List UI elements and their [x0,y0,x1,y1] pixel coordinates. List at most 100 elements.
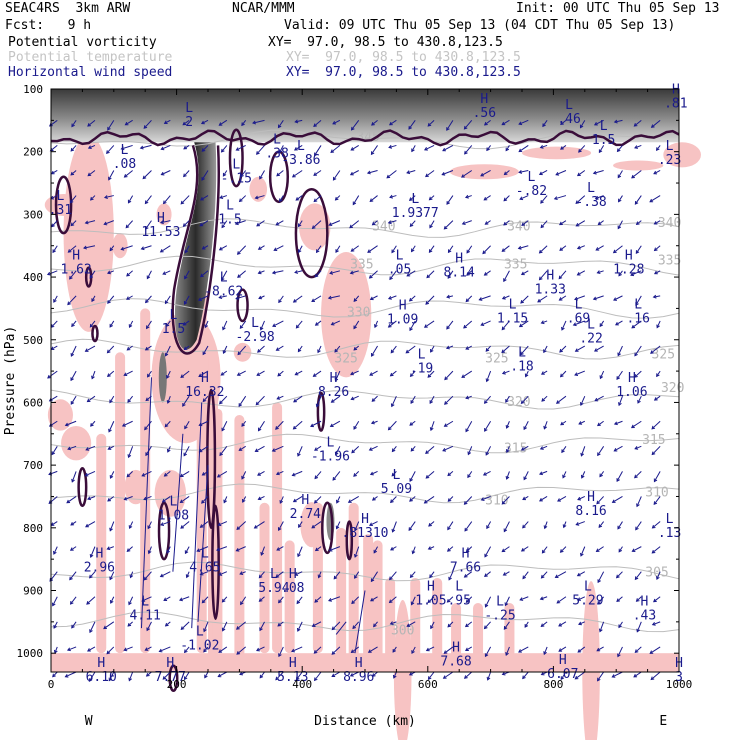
wind-vector [160,220,171,224]
wind-vector-head [258,598,263,602]
wind-vector-head [277,372,282,377]
wind-vector-head [109,599,114,604]
wind-vector [388,320,397,328]
wind-vector [129,320,134,328]
wind-vector [126,546,133,552]
wind-vector-head [649,650,654,654]
wind-vector-head [260,551,265,556]
wind-vector-head [594,397,599,402]
wind-vector-head [126,272,130,277]
wind-shade-column [115,352,126,654]
wind-vector-head [371,353,375,357]
wind-vector-head [519,196,524,201]
extremum-type: H [97,656,105,671]
wind-vector [562,471,567,478]
wind-vector-head [332,176,337,181]
wind-vector-head [616,478,620,483]
wind-vector-head [391,249,395,254]
wind-vector-head [147,525,151,530]
wind-vector [518,119,529,125]
wind-vector-head [597,677,601,682]
extremum-type: H [399,299,407,314]
wind-vector [312,220,322,229]
wind-vector [184,270,190,279]
wind-vector [409,320,416,331]
wind-vector [51,220,58,227]
wind-vector [484,119,491,126]
wind-vector [425,445,435,454]
wind-vector [47,370,58,379]
wind-vector [313,119,322,127]
wind-vector [574,370,585,376]
wind-vector-head [144,346,149,351]
wind-vector-head [520,447,525,451]
wind-vector [180,521,190,529]
wind-vector [651,546,661,554]
extremum-type: L [587,317,595,332]
wind-vector-head [91,375,95,380]
wind-vector-head [635,221,640,225]
wind-vector [637,395,642,404]
wind-vector [70,370,77,381]
wind-vector [200,571,209,575]
wind-vector-head [278,149,283,154]
wind-vector-head [276,396,281,400]
wind-vector [161,144,171,150]
wind-vector-head [235,626,240,630]
wind-shade-blob [522,146,592,160]
wind-vector [310,420,322,427]
wind-vector-head [350,649,355,654]
wind-vector-head [539,144,544,149]
wind-vector [276,170,284,177]
wind-vector-head [633,673,638,678]
wind-vector-head [486,525,490,530]
wind-vector-head [294,119,299,124]
wind-vector-head [273,247,278,252]
wind-vector [236,546,246,552]
wind-vector [53,546,58,555]
wind-vector-head [613,297,617,301]
wind-vector-head [612,249,617,254]
wind-vector-head [636,503,640,508]
wind-vector-head [50,170,55,175]
wind-vector-head [236,526,241,530]
wind-vector-head [216,547,221,552]
wind-vector-head [444,376,448,381]
wind-vector-head [484,603,489,608]
wind-vector [501,245,510,252]
wind-vector [599,370,605,379]
wind-vector-head [522,575,527,580]
wind-vector-head [88,678,93,683]
wind-vector [465,646,473,651]
wind-vector [540,144,548,149]
wind-vector [217,470,228,478]
wind-vector [424,496,435,504]
wind-vector-head [87,648,91,652]
wind-vector-head [560,421,564,426]
wind-vector [654,270,661,275]
wind-vector-head [293,398,297,403]
wind-vector [295,119,303,123]
wind-vector [145,345,152,351]
wind-vector-head [523,476,527,481]
wind-vector-head [314,475,319,480]
wind-vector-head [240,173,244,178]
pv-closed-contour [321,501,334,555]
wind-vector [89,621,96,633]
wind-vector [52,596,58,606]
wind-vector [555,170,567,176]
wind-vector-head [597,579,601,584]
wind-vector [636,596,642,602]
wind-vector [277,370,284,377]
wind-vector-head [197,297,202,302]
extremum-value: 5.13 [277,670,308,685]
theta-label: 335 [658,254,681,269]
wind-vector [410,571,416,578]
wind-vector-head [311,225,316,230]
wind-vector-head [615,574,620,579]
extremum-type: L [270,567,278,582]
valid-time: Valid: 09 UTC Thu 05 Sep 13 (04 CDT Thu … [284,18,676,33]
wind-vector-head [182,223,187,227]
wind-vector-head [298,524,302,528]
extremum-type: H [95,546,103,561]
